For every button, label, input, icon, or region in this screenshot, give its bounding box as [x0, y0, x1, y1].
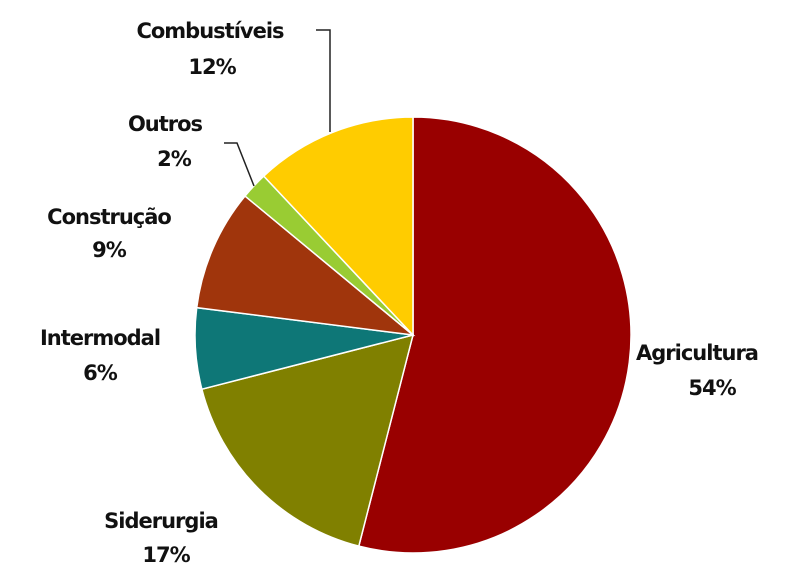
pie-slices: [194, 116, 632, 554]
label-construcao-name: Construção: [47, 205, 171, 229]
leader-lines: [224, 29, 331, 187]
label-outros-name: Outros: [128, 112, 203, 136]
label-intermodal-name: Intermodal: [40, 326, 160, 350]
label-construcao-percent: 9%: [92, 238, 127, 262]
slice-agricultura: [357, 116, 632, 554]
label-siderurgia-percent: 17%: [142, 543, 190, 566]
leader-line-combustiveis: [316, 29, 331, 132]
slice-construcao: [195, 194, 416, 337]
label-combustiveis-name: Combustíveis: [136, 19, 284, 43]
slice-combustiveis: [262, 116, 414, 337]
label-intermodal-percent: 6%: [83, 361, 118, 385]
label-siderurgia-name: Siderurgia: [104, 509, 218, 533]
label-agricultura-percent: 54%: [688, 376, 736, 400]
label-agricultura-name: Agricultura: [636, 341, 758, 365]
label-outros-percent: 2%: [157, 147, 192, 171]
slice-siderurgia: [200, 333, 415, 548]
leader-line-outros: [224, 142, 255, 187]
label-combustiveis-percent: 12%: [188, 55, 236, 79]
slice-labels: Agricultura 54% Siderurgia 17% Intermoda…: [40, 19, 759, 566]
